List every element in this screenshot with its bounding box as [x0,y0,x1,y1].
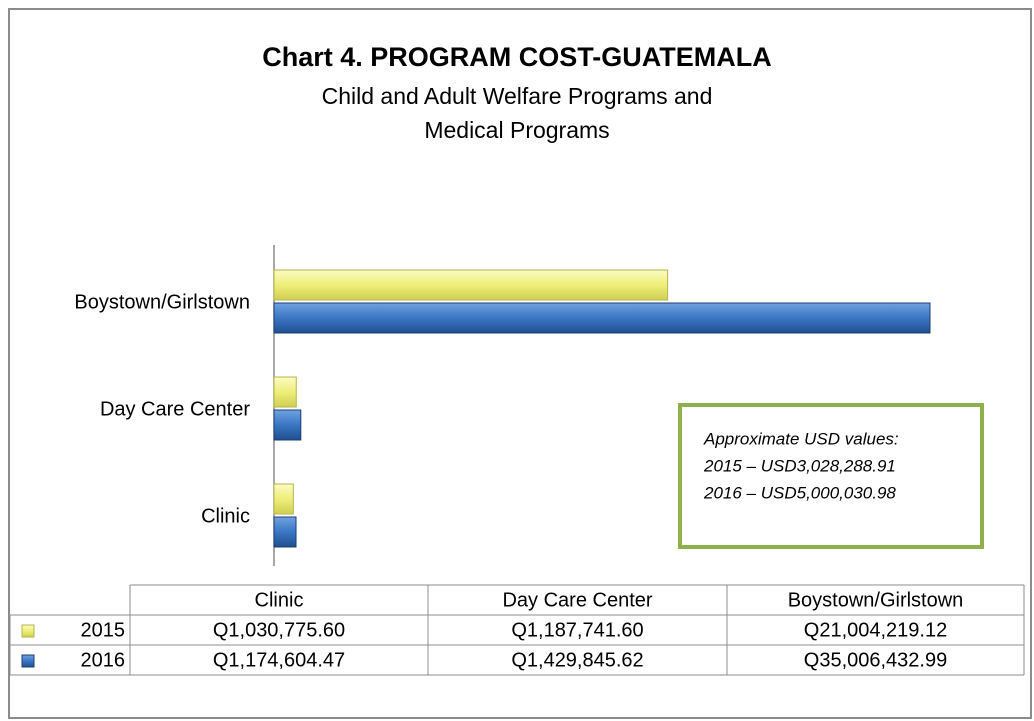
bar [273,409,302,441]
table-value: Q1,429,845.62 [511,649,643,671]
category-label: Day Care Center [100,398,250,420]
annotation-text: 2015 – USD3,028,288.91 [703,456,896,475]
chart-header: Chart 4. PROGRAM COST-GUATEMALA Child an… [0,42,1034,147]
bar [273,483,294,515]
table-header: Clinic [255,589,304,611]
table-value: Q1,030,775.60 [213,619,345,641]
table-header: Day Care Center [502,589,652,611]
table-value: Q1,174,604.47 [213,649,345,671]
category-label: Boystown/Girlstown [74,291,250,313]
table-header: Boystown/Girlstown [788,589,964,611]
category-label: Clinic [201,505,250,527]
legend-label: 2015 [81,619,126,641]
annotation-text: Approximate USD values: [703,429,899,448]
chart-frame [8,8,1032,719]
bar [273,302,931,334]
table-value: Q1,187,741.60 [511,619,643,641]
table-value: Q35,006,432.99 [804,649,947,671]
annotation-box [678,403,984,549]
bar [273,516,297,548]
annotation-text: 2016 – USD5,000,030.98 [703,483,896,502]
table-value: Q21,004,219.12 [804,619,947,641]
bar [273,269,669,301]
legend-swatch [21,654,35,668]
bar [273,376,297,408]
legend-label: 2016 [81,649,126,671]
chart-title: Chart 4. PROGRAM COST-GUATEMALA [262,42,772,72]
legend-swatch [21,624,35,638]
chart-subtitle: Child and Adult Welfare Programs and Med… [321,83,713,143]
